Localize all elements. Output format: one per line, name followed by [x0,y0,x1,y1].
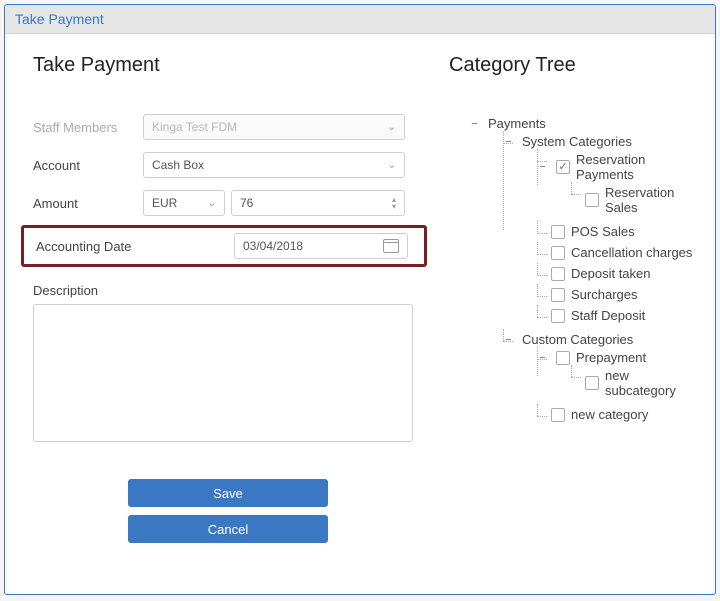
description-textarea[interactable] [33,304,413,442]
checkbox-staff-deposit[interactable] [551,309,565,323]
row-accounting-date: Accounting Date 03/04/2018 [36,232,422,260]
checkbox-new-cat[interactable] [551,408,565,422]
label-amount: Amount [33,196,143,211]
account-select[interactable]: Cash Box ⌄ [143,152,405,178]
checkbox-new-sub[interactable] [585,376,599,390]
collapse-icon[interactable]: − [469,118,480,129]
tree-node-custom[interactable]: − Custom Categories [517,332,697,347]
staff-select: Kinga Test FDM ⌄ [143,114,405,140]
checkbox-reservation-payments[interactable] [556,160,570,174]
amount-input[interactable]: 76 ▴▾ [231,190,405,216]
button-row: Save Cancel [33,479,423,543]
checkbox-surcharges[interactable] [551,288,565,302]
tree-node-surcharges[interactable]: Surcharges [551,287,697,302]
chevron-down-icon: ⌄ [208,198,216,209]
tree-node-new-cat[interactable]: new category [551,407,697,422]
form-panel: Take Payment Staff Members Kinga Test FD… [5,34,445,594]
tree-node-pos-sales[interactable]: POS Sales [551,224,697,239]
date-value: 03/04/2018 [243,239,383,253]
tree-node-cancellation[interactable]: Cancellation charges [551,245,697,260]
tree-node-prepayment[interactable]: − Prepayment [551,350,697,365]
account-value: Cash Box [152,158,388,172]
checkbox-pos-sales[interactable] [551,225,565,239]
label-staff: Staff Members [33,120,143,135]
chevron-down-icon: ⌄ [388,122,396,133]
category-tree: − Payments − System Categories [449,113,697,431]
label-description: Description [33,283,423,298]
collapse-icon[interactable]: − [503,136,514,147]
currency-select[interactable]: EUR ⌄ [143,190,225,216]
calendar-icon[interactable] [383,239,399,253]
modal-content: Take Payment Staff Members Kinga Test FD… [5,34,715,594]
label-account: Account [33,158,143,173]
collapse-icon[interactable]: − [537,162,548,173]
accounting-date-highlight: Accounting Date 03/04/2018 [21,225,427,267]
row-staff: Staff Members Kinga Test FDM ⌄ [33,113,423,141]
titlebar: Take Payment [5,5,715,34]
tree-heading: Category Tree [449,54,697,77]
chevron-down-icon: ⌄ [388,160,396,171]
checkbox-deposit-taken[interactable] [551,267,565,281]
tree-node-reservation-sales[interactable]: Reservation Sales [585,185,697,215]
stepper-icon[interactable]: ▴▾ [392,196,396,210]
tree-node-deposit-taken[interactable]: Deposit taken [551,266,697,281]
label-accounting-date: Accounting Date [36,239,146,254]
tree-node-staff-deposit[interactable]: Staff Deposit [551,308,697,323]
tree-node-payments[interactable]: − Payments [483,116,697,131]
tree-node-system[interactable]: − System Categories [517,134,697,149]
amount-value: 76 [240,196,392,210]
tree-node-reservation-payments[interactable]: − Reservation Payments [551,152,697,182]
row-account: Account Cash Box ⌄ [33,151,423,179]
staff-value: Kinga Test FDM [152,120,388,134]
take-payment-modal: Take Payment Take Payment Staff Members … [4,4,716,595]
checkbox-reservation-sales[interactable] [585,193,599,207]
collapse-icon[interactable]: − [503,334,514,345]
window-title: Take Payment [15,11,104,27]
date-input[interactable]: 03/04/2018 [234,233,408,259]
currency-value: EUR [152,196,208,210]
form-heading: Take Payment [33,54,423,77]
checkbox-prepayment[interactable] [556,351,570,365]
checkbox-cancellation[interactable] [551,246,565,260]
tree-node-new-sub[interactable]: new subcategory [585,368,697,398]
collapse-icon[interactable]: − [537,352,548,363]
save-button[interactable]: Save [128,479,328,507]
cancel-button[interactable]: Cancel [128,515,328,543]
row-amount: Amount EUR ⌄ 76 ▴▾ [33,189,423,217]
tree-panel: Category Tree − Payments − System Cat [445,34,715,594]
